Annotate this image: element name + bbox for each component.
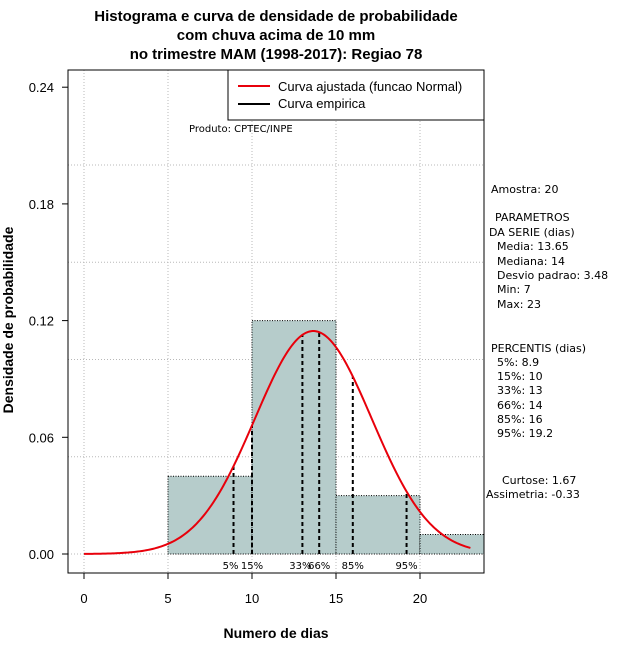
chart-title-line-2: com chuva acima de 10 mm: [177, 27, 375, 44]
percentile-66: 66%: 14: [497, 399, 543, 412]
percentile-33: 33%: 13: [497, 384, 543, 397]
x-tick-label-0: 0: [80, 591, 87, 606]
y-tick-label-4: 0.24: [29, 80, 54, 95]
histogram-bar-1: [251, 320, 337, 555]
param-max: Max: 23: [497, 298, 541, 311]
params-heading-2: DA SERIE (dias): [489, 226, 575, 239]
percentile-95: 95%: 19.2: [497, 427, 553, 440]
percentile-85: 85%: 16: [497, 413, 543, 426]
sample-size: Amostra: 20: [491, 183, 558, 196]
param-median: Mediana: 14: [497, 255, 565, 268]
percentile-label-0: 5%: [223, 561, 239, 572]
percentile-lines-layer: 5% 15% 33%66% 85% 95%: [223, 332, 418, 572]
percentiles-heading: PERCENTIS (dias): [491, 342, 586, 355]
chart-title-line-3: no trimestre MAM (1998-2017): Regiao 78: [130, 46, 423, 63]
legend: Curva ajustada (funcao Normal) Curva emp…: [227, 69, 485, 121]
fitted-normal-curve: [83, 330, 471, 555]
y-axis-title: Densidade de probabilidade: [0, 226, 16, 413]
param-min: Min: 7: [497, 283, 531, 296]
histogram-bar-0: [167, 475, 253, 555]
bars-layer: [167, 320, 485, 555]
percentile-label-1: 15%: [241, 561, 263, 572]
x-tick-label-3: 15: [329, 591, 343, 606]
y-tick-label-3: 0.18: [29, 197, 54, 212]
legend-label-fitted: Curva ajustada (funcao Normal): [278, 79, 462, 94]
chart-title-line-1: Histograma e curva de densidade de proba…: [94, 8, 457, 25]
curve-layer: [83, 330, 471, 555]
histogram-bar-3: [419, 534, 485, 555]
y-tick-label-0: 0.00: [29, 547, 54, 562]
legend-box: [227, 69, 485, 121]
params-heading-1: PARAMETROS: [495, 211, 570, 224]
x-tick-label-2: 10: [245, 591, 259, 606]
y-tick-label-2: 0.12: [29, 314, 54, 329]
param-sd: Desvio padrao: 3.48: [497, 269, 608, 282]
param-mean: Media: 13.65: [497, 240, 569, 253]
legend-label-empirical: Curva empirica: [278, 96, 366, 111]
x-tick-label-1: 5: [164, 591, 171, 606]
percentile-label-4: 85%: [342, 561, 364, 572]
axes-layer: 0 5 10 15 20 0.00 0.06 0.12 0.18 0.24: [29, 80, 428, 606]
stats-panel: Amostra: 20 PARAMETROS DA SERIE (dias) M…: [486, 183, 608, 501]
kurtosis: Curtose: 1.67: [502, 474, 576, 487]
y-tick-label-1: 0.06: [29, 430, 54, 445]
product-annotation: Produto: CPTEC/INPE: [189, 124, 293, 135]
skewness: Assimetria: -0.33: [486, 488, 580, 501]
x-tick-label-4: 20: [413, 591, 427, 606]
percentile-label-5: 95%: [395, 561, 417, 572]
percentile-label-2: 33%: [289, 561, 311, 572]
percentile-15: 15%: 10: [497, 370, 543, 383]
x-axis-title: Numero de dias: [223, 625, 328, 641]
percentile-label-3: 66%: [308, 561, 330, 572]
percentile-5: 5%: 8.9: [497, 356, 539, 369]
